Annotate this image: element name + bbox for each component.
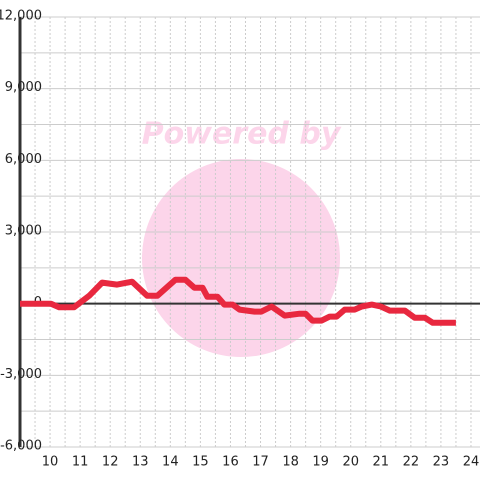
x-tick-label: 15	[192, 455, 209, 470]
y-tick-label: 12,000	[0, 9, 42, 24]
x-tick-label: 23	[433, 455, 450, 470]
x-tick-label: 16	[222, 455, 239, 470]
x-tick-label: 22	[403, 455, 420, 470]
x-tick-label: 12	[102, 455, 119, 470]
x-tick-label: 19	[312, 455, 329, 470]
y-tick-label: 6,000	[5, 152, 42, 167]
x-tick-label: 11	[72, 455, 89, 470]
x-tick-label: 21	[373, 455, 390, 470]
data-line	[20, 276, 456, 326]
y-tick-label: 3,000	[5, 224, 42, 239]
watermark-text: Powered by	[142, 117, 342, 152]
x-tick-label: 20	[342, 455, 359, 470]
x-tick-label: 14	[162, 455, 179, 470]
x-tick-label: 13	[132, 455, 149, 470]
y-tick-label: -6,000	[0, 439, 42, 454]
x-tick-label: 17	[252, 455, 269, 470]
x-tick-label: 18	[282, 455, 299, 470]
x-tick-label: 24	[463, 455, 480, 470]
y-tick-label: 9,000	[5, 80, 42, 95]
x-tick-label: 10	[42, 455, 59, 470]
y-tick-label: -3,000	[0, 367, 42, 382]
watermark-logo	[142, 159, 340, 357]
